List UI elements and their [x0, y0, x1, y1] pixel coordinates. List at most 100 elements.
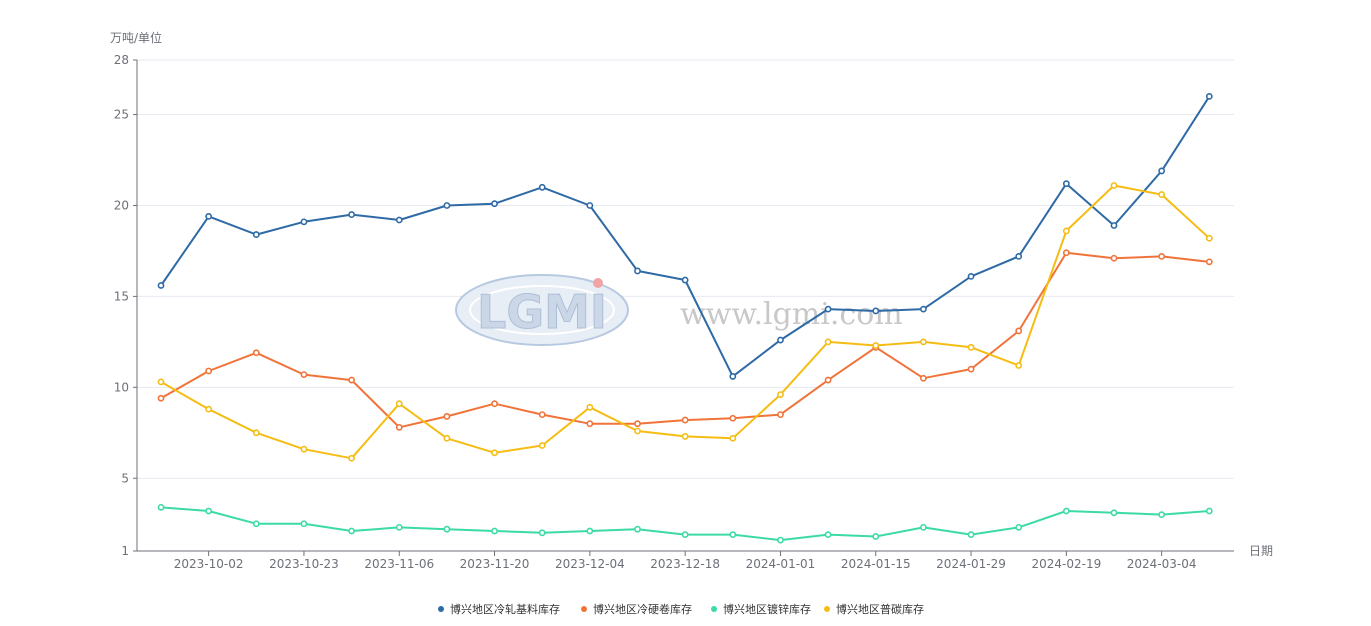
data-point[interactable] [252, 231, 260, 238]
data-point[interactable] [1158, 167, 1166, 175]
data-point[interactable] [1015, 523, 1023, 531]
data-point[interactable] [300, 218, 308, 226]
data-point[interactable] [252, 429, 260, 437]
data-point[interactable] [395, 216, 403, 224]
data-point[interactable] [920, 338, 927, 346]
data-point[interactable] [1062, 507, 1070, 515]
legend-label[interactable]: 博兴地区普碳库存 [836, 602, 924, 616]
data-point[interactable] [777, 411, 784, 419]
data-point[interactable] [157, 394, 165, 402]
data-point[interactable] [205, 212, 213, 220]
data-point[interactable] [1015, 362, 1023, 369]
data-point[interactable] [348, 376, 355, 384]
data-point[interactable] [824, 338, 832, 346]
data-point[interactable] [634, 267, 641, 275]
data-point[interactable] [443, 413, 451, 420]
data-point[interactable] [872, 533, 880, 540]
data-point[interactable] [491, 449, 498, 457]
data-point[interactable] [777, 336, 784, 344]
data-point[interactable] [1062, 249, 1070, 257]
data-point[interactable] [1110, 509, 1118, 517]
data-point[interactable] [443, 434, 451, 442]
data-point[interactable] [538, 411, 546, 419]
data-point[interactable] [1110, 254, 1118, 262]
data-point[interactable] [586, 202, 594, 209]
data-point[interactable] [205, 405, 213, 413]
data-point[interactable] [920, 374, 927, 382]
y-axis-title: 万吨/单位 [110, 30, 162, 45]
data-point[interactable] [252, 349, 260, 357]
data-point[interactable] [348, 527, 355, 535]
data-point[interactable] [157, 378, 165, 386]
data-point[interactable] [872, 342, 880, 349]
data-point[interactable] [1015, 252, 1023, 260]
data-point[interactable] [824, 531, 832, 539]
data-point[interactable] [586, 403, 594, 411]
data-point[interactable] [634, 525, 641, 533]
data-point[interactable] [681, 531, 689, 539]
data-point[interactable] [300, 520, 308, 528]
data-point[interactable] [729, 373, 737, 380]
data-point[interactable] [205, 507, 213, 515]
data-point[interactable] [1205, 258, 1213, 266]
legend-marker [438, 606, 444, 612]
data-point[interactable] [538, 442, 546, 449]
data-point[interactable] [729, 414, 737, 422]
data-point[interactable] [205, 367, 213, 375]
data-point[interactable] [872, 307, 880, 315]
data-point[interactable] [729, 531, 737, 539]
data-point[interactable] [634, 420, 641, 428]
data-point[interactable] [920, 523, 927, 531]
watermark-logo-text: LGMI [477, 285, 607, 339]
data-point[interactable] [395, 400, 403, 408]
data-point[interactable] [1062, 180, 1070, 188]
data-point[interactable] [634, 427, 641, 435]
data-point[interactable] [1205, 507, 1213, 515]
data-point[interactable] [443, 525, 451, 533]
data-point[interactable] [157, 282, 165, 289]
data-point[interactable] [586, 527, 594, 535]
series-lines [157, 92, 1213, 544]
data-point[interactable] [538, 529, 546, 537]
data-point[interactable] [1205, 234, 1213, 242]
data-point[interactable] [491, 200, 498, 208]
y-tick-label: 20 [114, 198, 129, 212]
data-point[interactable] [1158, 511, 1166, 519]
data-point[interactable] [395, 423, 403, 431]
data-point[interactable] [538, 183, 546, 191]
data-point[interactable] [920, 305, 927, 313]
legend-label[interactable]: 博兴地区冷硬卷库存 [593, 602, 692, 616]
data-point[interactable] [967, 273, 975, 280]
data-point[interactable] [777, 391, 784, 399]
data-point[interactable] [824, 305, 832, 313]
legend-label[interactable]: 博兴地区冷轧基料库存 [450, 602, 560, 616]
data-point[interactable] [1205, 92, 1213, 100]
data-point[interactable] [348, 454, 355, 462]
data-point[interactable] [586, 420, 594, 428]
data-point[interactable] [967, 365, 975, 373]
data-point[interactable] [681, 433, 689, 440]
data-point[interactable] [252, 520, 260, 528]
data-point[interactable] [967, 343, 975, 351]
data-point[interactable] [1015, 327, 1023, 335]
data-point[interactable] [729, 434, 737, 442]
data-point[interactable] [681, 416, 689, 424]
data-point[interactable] [1110, 182, 1118, 189]
data-point[interactable] [681, 276, 689, 284]
data-point[interactable] [1158, 252, 1166, 260]
data-point[interactable] [157, 503, 165, 511]
data-point[interactable] [777, 536, 784, 544]
data-point[interactable] [1062, 227, 1070, 235]
data-point[interactable] [300, 445, 308, 453]
data-point[interactable] [395, 523, 403, 531]
data-point[interactable] [348, 211, 355, 218]
data-point[interactable] [967, 531, 975, 539]
data-point[interactable] [491, 400, 498, 408]
data-point[interactable] [824, 376, 832, 384]
data-point[interactable] [443, 202, 451, 209]
data-point[interactable] [1158, 191, 1166, 198]
data-point[interactable] [300, 371, 308, 379]
legend-label[interactable]: 博兴地区镀锌库存 [723, 602, 811, 616]
data-point[interactable] [491, 527, 498, 535]
data-point[interactable] [1110, 222, 1118, 229]
